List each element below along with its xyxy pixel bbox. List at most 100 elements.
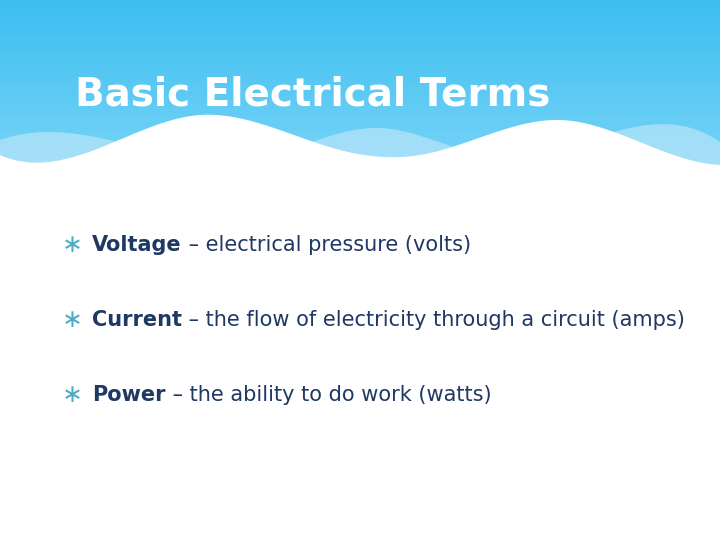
Bar [0,158,720,160]
Bar [0,145,720,147]
Bar [0,204,720,206]
Bar [0,120,720,122]
Bar [0,42,720,44]
Bar [0,107,720,109]
Bar [0,88,720,90]
Bar [0,153,720,156]
Bar [0,170,720,172]
Bar [0,206,720,208]
Bar [0,109,720,111]
Bar [0,61,720,63]
Text: – the flow of electricity through a circuit (amps): – the flow of electricity through a circ… [182,310,685,330]
Bar [0,2,720,4]
Bar [0,0,720,2]
Text: ∗: ∗ [61,383,83,407]
Bar [0,134,720,137]
Bar [0,151,720,153]
Bar [0,139,720,141]
Bar [0,137,720,139]
Bar [0,94,720,97]
Bar [0,76,720,78]
Bar [0,156,720,158]
Bar [0,103,720,105]
Bar [0,63,720,65]
Bar [0,160,720,161]
Text: ∗: ∗ [61,233,83,257]
Bar [0,17,720,19]
Bar [0,118,720,120]
Bar [0,46,720,48]
Bar [0,90,720,92]
Bar [0,191,720,193]
Bar [0,199,720,201]
Bar [0,92,720,94]
Bar [0,128,720,130]
Bar [0,59,720,61]
Bar [0,111,720,113]
Bar [0,15,720,17]
Bar [0,201,720,204]
Polygon shape [0,124,720,215]
Bar [0,174,720,177]
Bar [0,185,720,187]
Text: Power: Power [92,385,166,405]
Text: Basic Electrical Terms: Basic Electrical Terms [75,75,550,113]
Bar [0,78,720,80]
Text: – the ability to do work (watts): – the ability to do work (watts) [166,385,491,405]
Bar [0,36,720,38]
Bar [0,198,720,199]
Bar [0,141,720,143]
Bar [0,52,720,55]
Bar [0,161,720,164]
Bar [0,67,720,69]
Bar [0,38,720,40]
Polygon shape [0,114,720,215]
Bar [0,195,720,198]
Text: ∗: ∗ [61,308,83,332]
Polygon shape [0,131,720,215]
Bar [0,69,720,71]
Bar [0,132,720,134]
Bar [0,10,720,12]
Bar [0,44,720,46]
Bar [0,86,720,88]
Bar [0,99,720,101]
Bar [0,126,720,128]
Bar [0,19,720,21]
Bar [0,164,720,166]
Bar [0,29,720,31]
Text: – electrical pressure (volts): – electrical pressure (volts) [181,235,471,255]
Bar [0,149,720,151]
Bar [0,189,720,191]
Bar [0,23,720,25]
Bar [0,80,720,82]
Bar [0,33,720,36]
Bar [0,183,720,185]
Bar [0,124,720,126]
Bar [0,113,720,116]
Bar [0,40,720,42]
Bar [0,147,720,149]
Bar [0,84,720,86]
Bar [0,105,720,107]
Bar [0,122,720,124]
Bar [0,177,720,179]
Bar [0,179,720,180]
Bar [0,28,720,29]
Bar [0,82,720,84]
Bar [0,21,720,23]
Bar [0,71,720,73]
Bar [0,4,720,6]
Bar [0,65,720,67]
Bar [0,130,720,132]
Bar [0,6,720,9]
Bar [0,25,720,28]
Bar [0,101,720,103]
Text: Voltage: Voltage [92,235,181,255]
Bar [0,12,720,15]
Text: Current: Current [92,310,182,330]
Bar [0,73,720,76]
Bar [0,116,720,118]
Bar [0,31,720,33]
Bar [0,55,720,57]
